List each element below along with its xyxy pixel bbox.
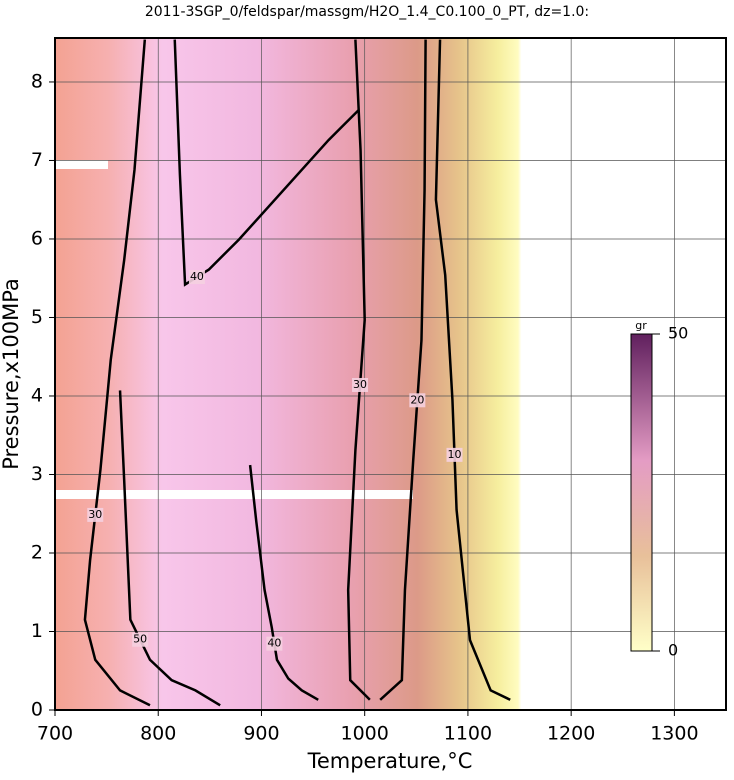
colorbar-label: gr (635, 319, 647, 332)
y-tick-label: 5 (31, 306, 43, 328)
x-tick-label: 900 (243, 723, 279, 745)
y-tick-label: 6 (31, 227, 43, 249)
no-data-band (55, 160, 108, 169)
contour-label-bg (87, 507, 104, 522)
y-tick-label: 8 (31, 70, 43, 92)
y-tick-label: 0 (31, 699, 43, 721)
contour-label: 40 (190, 270, 204, 283)
x-tick-label: 1000 (341, 723, 389, 745)
no-data-band (55, 490, 413, 499)
contour-label-bg (266, 636, 283, 651)
y-tick-label: 7 (31, 149, 43, 171)
field-background (55, 38, 726, 710)
x-tick-label: 700 (37, 723, 73, 745)
contour-label: 40 (267, 637, 281, 650)
contour-line (173, 39, 360, 287)
y-tick-label: 1 (31, 620, 43, 642)
contour-label: 30 (353, 378, 367, 391)
x-axis-label: Temperature,°C (307, 749, 473, 773)
contour-label-bg (132, 632, 149, 647)
y-tick-label: 2 (31, 541, 43, 563)
x-tick-label: 1300 (650, 723, 698, 745)
contour-line (379, 39, 427, 701)
contour-label-bg (446, 447, 463, 462)
contour-label: 20 (410, 393, 424, 406)
contour-label-bg (188, 270, 205, 285)
colorbar-tick-label: 0 (668, 641, 678, 660)
x-tick-label: 1200 (547, 723, 595, 745)
contour-line (346, 39, 371, 701)
colorbar (630, 333, 653, 652)
contour-label: 10 (448, 448, 462, 461)
colorbar-tick-label: 50 (668, 324, 688, 343)
y-axis-label: Pressure,x100MPa (0, 278, 23, 470)
contour-label-bg (352, 377, 369, 392)
contour-label-bg (409, 393, 426, 408)
contour-line (118, 390, 221, 707)
plot-frame (54, 37, 727, 711)
x-tick-label: 800 (140, 723, 176, 745)
x-tick-label: 1100 (444, 723, 492, 745)
chart-title: 2011-3SGP_0/feldspar/massgm/H2O_1.4_C0.1… (145, 4, 589, 20)
contour-label: 50 (133, 633, 147, 646)
y-tick-label: 3 (31, 463, 43, 485)
y-tick-label: 4 (31, 384, 43, 406)
contour-label: 30 (88, 508, 102, 521)
